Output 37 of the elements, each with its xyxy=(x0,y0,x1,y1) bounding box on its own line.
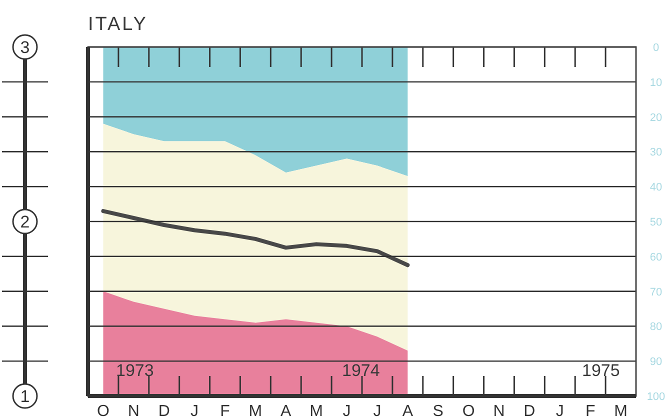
x-tick-label: J xyxy=(373,403,382,420)
x-tick-label: F xyxy=(585,403,596,420)
y-tick-label: 30 xyxy=(650,146,662,159)
x-tick-label: A xyxy=(402,403,414,420)
line-series xyxy=(101,209,410,268)
y2-tick-label: 2 xyxy=(20,212,30,232)
y-tick-label: 40 xyxy=(650,182,662,194)
y-tick-label: 80 xyxy=(650,321,662,334)
x-tick-label: M xyxy=(614,403,628,420)
y-tick-label: 60 xyxy=(650,251,662,264)
annotation: 1974 xyxy=(342,361,380,380)
y-tick-label: 90 xyxy=(650,356,662,368)
x-tick-label: N xyxy=(493,403,505,420)
y-tick-label: 10 xyxy=(650,76,662,89)
y-tick-label: 0 xyxy=(652,42,660,54)
y-tick-label: 20 xyxy=(650,112,662,124)
x-tick-label: M xyxy=(248,403,262,420)
x-tick-label: O xyxy=(96,403,110,420)
y-tick-label: 50 xyxy=(650,216,662,228)
x-tick-label: J xyxy=(342,403,351,420)
x-tick-label: N xyxy=(128,403,140,420)
x-tick-label: D xyxy=(524,403,536,420)
annotation: 1975 xyxy=(582,361,620,380)
x-tick-label: D xyxy=(158,403,170,420)
x-tick-label: O xyxy=(462,403,475,420)
y2-tick-label: 1 xyxy=(20,387,30,406)
annotation: 1973 xyxy=(116,361,154,380)
chart-title: ITALY xyxy=(88,14,148,35)
x-tick-label: J xyxy=(556,403,564,420)
x-tick-label: S xyxy=(432,403,444,420)
x-tick-label: M xyxy=(310,403,323,420)
y-tick-label: 70 xyxy=(650,286,662,298)
x-tick-label: A xyxy=(280,403,292,420)
y2-tick-label: 3 xyxy=(20,38,30,57)
x-tick-label: J xyxy=(190,403,199,420)
y-tick-label: 100 xyxy=(646,391,666,403)
x-tick-label: F xyxy=(220,403,230,420)
